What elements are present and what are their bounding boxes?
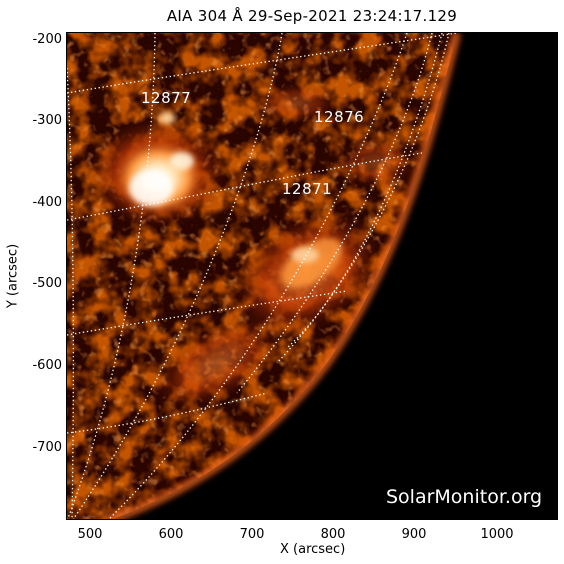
- y-tick-label: -300: [32, 113, 62, 128]
- watermark: SolarMonitor.org: [386, 486, 543, 508]
- solar-image: [67, 33, 557, 519]
- x-tick-label: 900: [401, 527, 427, 542]
- x-tick-label: 600: [158, 527, 184, 542]
- active-region-label: 12871: [282, 180, 333, 198]
- y-tick-label: -500: [32, 276, 62, 291]
- y-tick-label: -700: [32, 440, 62, 455]
- y-tick-label: -200: [32, 32, 62, 47]
- y-axis-label: Y (arcsec): [5, 243, 21, 309]
- y-tick-label: -600: [32, 358, 62, 373]
- x-tick-label: 1000: [480, 527, 514, 542]
- x-axis-label: X (arcsec): [280, 542, 346, 557]
- image-title: AIA 304 Å 29-Sep-2021 23:24:17.129: [166, 7, 458, 25]
- active-region-label: 12876: [314, 108, 365, 126]
- solar-image-panel: [66, 32, 558, 520]
- x-tick-label: 800: [320, 527, 346, 542]
- active-region-label: 12877: [141, 89, 192, 107]
- y-tick-label: -400: [32, 195, 62, 210]
- x-tick-label: 500: [77, 527, 103, 542]
- x-tick-label: 700: [239, 527, 265, 542]
